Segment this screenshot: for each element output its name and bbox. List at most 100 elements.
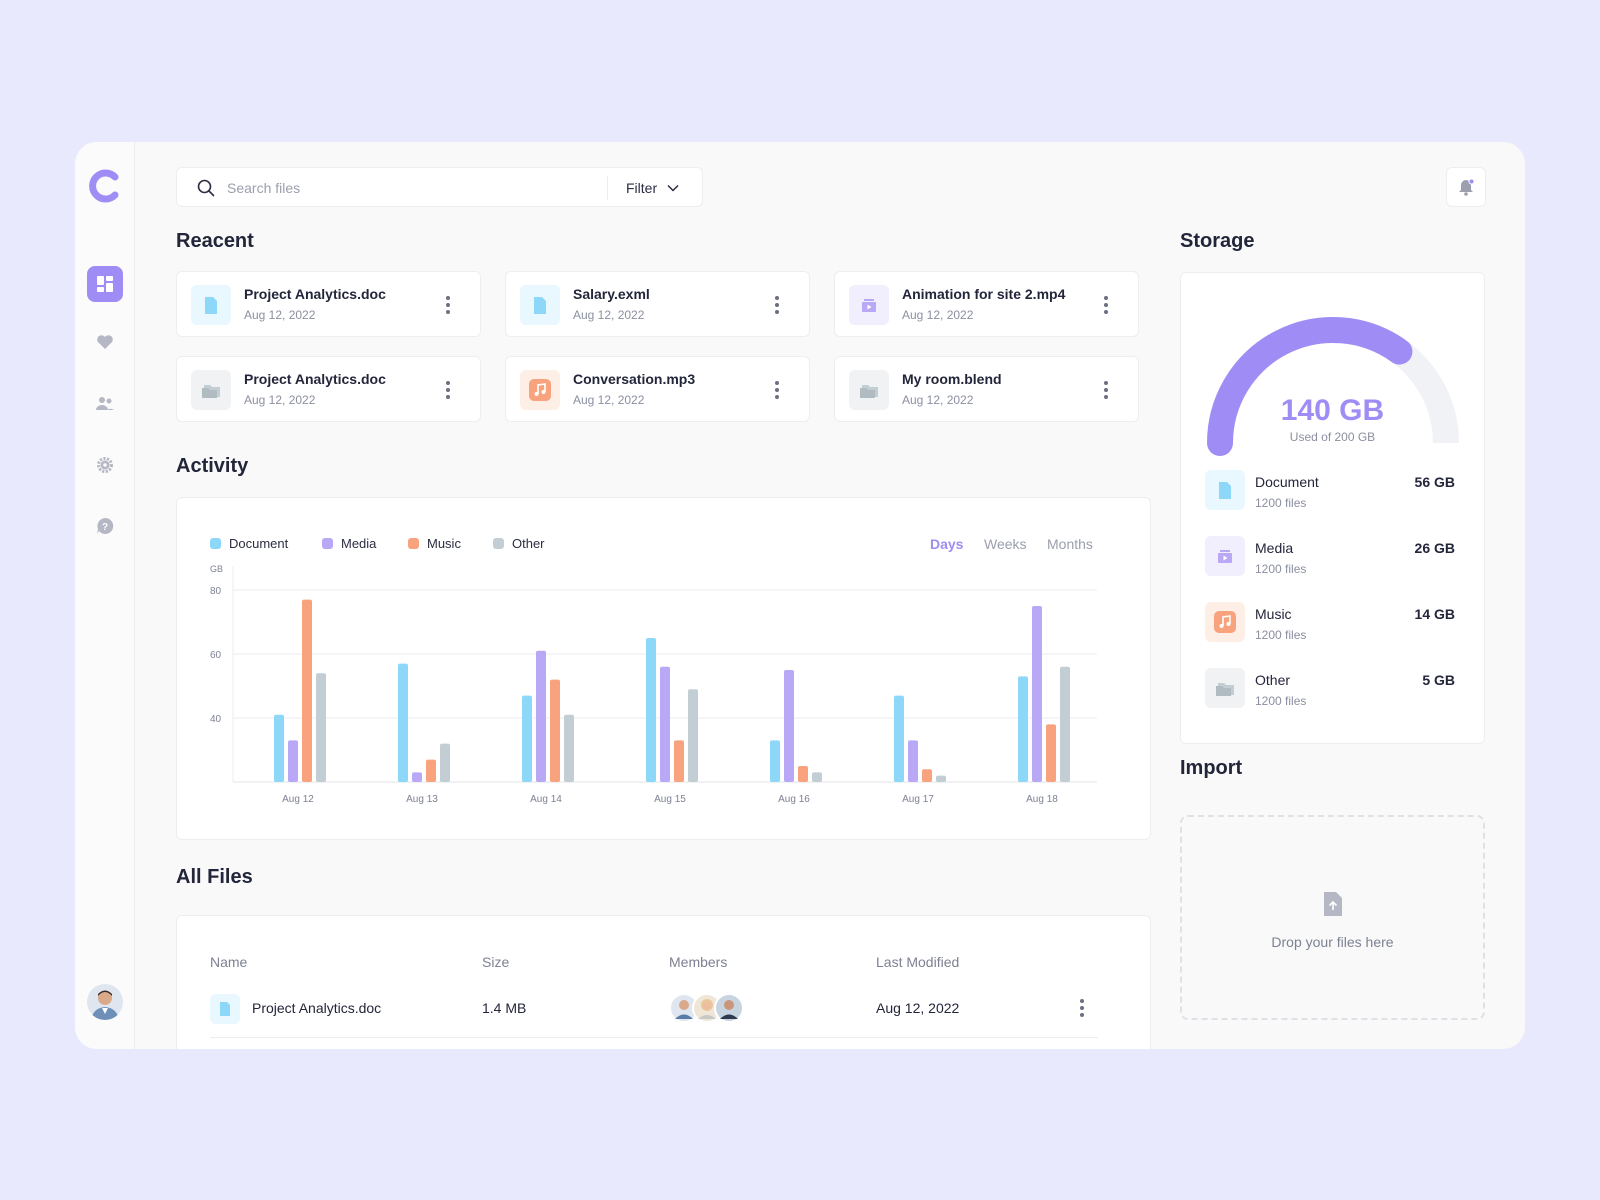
bar-media	[412, 772, 422, 782]
more-options-icon[interactable]	[1096, 293, 1116, 317]
recent-file-name: Project Analytics.doc	[244, 371, 386, 387]
storage-item-music[interactable]: Music 1200 files 14 GB	[1205, 602, 1455, 646]
user-avatar[interactable]	[87, 984, 123, 1020]
search-bar: Filter	[176, 167, 703, 207]
tab-days[interactable]: Days	[930, 536, 964, 552]
col-size[interactable]: Size	[482, 954, 510, 970]
bar-other	[688, 689, 698, 782]
legend-swatch	[322, 538, 333, 549]
bell-icon	[1459, 178, 1475, 196]
gear-icon	[97, 457, 113, 473]
all-files-table: Name Size Members Last Modified Project …	[176, 915, 1151, 1049]
recent-file-date: Aug 12, 2022	[244, 393, 316, 407]
storage-item-name: Document	[1255, 474, 1319, 490]
y-axis-label: GB	[210, 564, 223, 574]
filter-dropdown[interactable]: Filter	[607, 176, 679, 200]
storage-used-caption: Used of 200 GB	[1289, 430, 1376, 444]
filter-label: Filter	[626, 180, 658, 196]
folder-icon	[849, 370, 889, 410]
bar-media	[908, 740, 918, 782]
bar-music	[674, 740, 684, 782]
col-name[interactable]: Name	[210, 954, 248, 970]
recent-file-card[interactable]: Project Analytics.doc Aug 12, 2022	[176, 271, 481, 337]
bar-other	[936, 775, 946, 782]
nav-dashboard[interactable]	[87, 266, 123, 302]
col-members[interactable]: Members	[669, 954, 728, 970]
y-tick-label: 40	[210, 714, 222, 725]
storage-item-size: 14 GB	[1414, 606, 1455, 622]
bar-music	[1046, 724, 1056, 782]
storage-item-count: 1200 files	[1255, 694, 1307, 708]
more-options-icon[interactable]	[1096, 378, 1116, 402]
x-tick-label: Aug 18	[1026, 794, 1058, 805]
more-options-icon[interactable]	[438, 293, 458, 317]
file-drop-zone[interactable]: Drop your files here	[1180, 815, 1485, 1020]
table-row[interactable]: Project Analytics.doc 1.4 MB Aug 12, 202…	[210, 990, 1098, 1038]
col-modified[interactable]: Last Modified	[876, 954, 960, 970]
storage-item-document[interactable]: Document 1200 files 56 GB	[1205, 470, 1455, 514]
folder-icon	[1205, 668, 1245, 708]
bar-other	[1060, 666, 1070, 782]
legend-item-music[interactable]: Music	[408, 536, 461, 551]
recent-file-card[interactable]: Project Analytics.doc Aug 12, 2022	[176, 356, 481, 422]
media-icon	[849, 285, 889, 325]
legend-swatch	[210, 538, 221, 549]
row-file-size: 1.4 MB	[482, 1000, 527, 1016]
nav-favorites[interactable]	[87, 324, 123, 360]
help-icon: ?	[97, 517, 114, 534]
document-icon	[210, 994, 240, 1024]
recent-file-name: Conversation.mp3	[573, 371, 696, 387]
app-logo[interactable]	[88, 168, 122, 204]
nav-members[interactable]	[87, 386, 123, 422]
legend-label: Document	[229, 536, 289, 551]
bar-music	[302, 599, 312, 782]
recent-file-card[interactable]: My room.blend Aug 12, 2022	[834, 356, 1139, 422]
y-tick-label: 80	[210, 586, 222, 597]
bar-other	[564, 714, 574, 782]
notifications-button[interactable]	[1446, 167, 1486, 207]
recent-file-date: Aug 12, 2022	[573, 393, 645, 407]
bar-other	[316, 673, 326, 782]
more-options-icon[interactable]	[438, 378, 458, 402]
recent-file-card[interactable]: Salary.exml Aug 12, 2022	[505, 271, 810, 337]
legend-item-media[interactable]: Media	[322, 536, 376, 551]
recent-file-card[interactable]: Conversation.mp3 Aug 12, 2022	[505, 356, 810, 422]
chevron-down-icon	[667, 184, 679, 192]
tab-weeks[interactable]: Weeks	[984, 536, 1027, 552]
storage-item-other[interactable]: Other 1200 files 5 GB	[1205, 668, 1455, 712]
recent-file-name: Salary.exml	[573, 286, 650, 302]
x-tick-label: Aug 15	[654, 794, 686, 805]
document-icon	[191, 285, 231, 325]
row-more-icon[interactable]	[1072, 996, 1092, 1020]
more-options-icon[interactable]	[767, 378, 787, 402]
storage-item-count: 1200 files	[1255, 496, 1307, 510]
x-tick-label: Aug 16	[778, 794, 810, 805]
storage-item-size: 56 GB	[1414, 474, 1455, 490]
x-tick-label: Aug 12	[282, 794, 314, 805]
storage-item-name: Media	[1255, 540, 1294, 556]
music-icon	[520, 370, 560, 410]
member-avatar	[692, 993, 722, 1023]
x-tick-label: Aug 17	[902, 794, 934, 805]
nav-settings[interactable]	[87, 447, 123, 483]
row-file-name: Project Analytics.doc	[252, 1000, 382, 1016]
legend-item-other[interactable]: Other	[493, 536, 545, 551]
bar-document	[646, 638, 656, 782]
legend-item-document[interactable]: Document	[210, 536, 288, 551]
nav-help[interactable]: ?	[87, 508, 123, 544]
search-input[interactable]	[227, 177, 577, 199]
x-tick-label: Aug 13	[406, 794, 438, 805]
recent-file-card[interactable]: Animation for site 2.mp4 Aug 12, 2022	[834, 271, 1139, 337]
document-icon	[1205, 470, 1245, 510]
media-icon	[1205, 536, 1245, 576]
storage-item-media[interactable]: Media 1200 files 26 GB	[1205, 536, 1455, 580]
member-avatars	[669, 992, 745, 1024]
tab-months[interactable]: Months	[1047, 536, 1093, 552]
bar-music	[550, 679, 560, 782]
bar-document	[770, 740, 780, 782]
legend-label: Other	[512, 536, 545, 551]
more-options-icon[interactable]	[767, 293, 787, 317]
storage-panel: 140 GB Used of 200 GB Document 1200 files…	[1180, 272, 1485, 744]
bar-document	[398, 663, 408, 782]
activity-chart: 40 60 80 GB Aug 12 Aug 13 Aug 14 Aug 15 Aug 16 Au…	[210, 564, 1097, 805]
